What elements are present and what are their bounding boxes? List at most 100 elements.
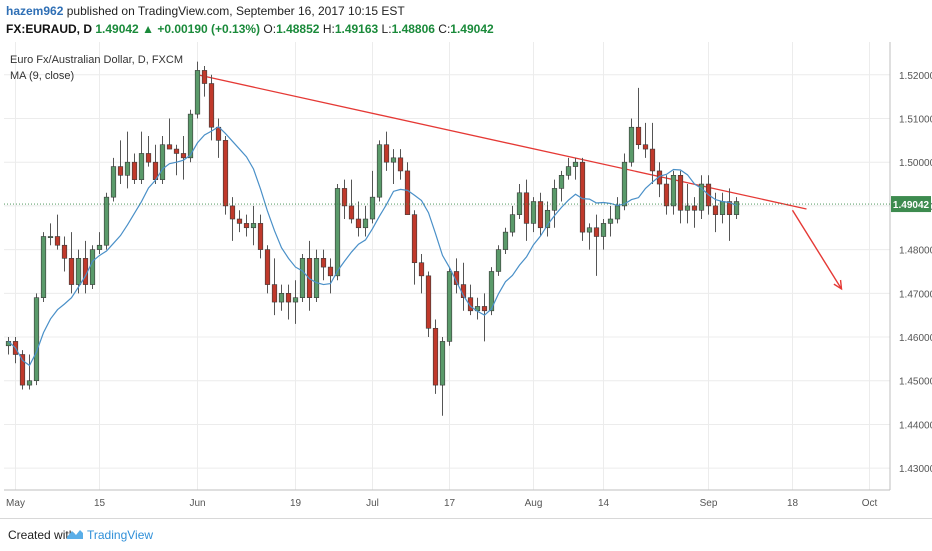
- y-tick-label: 1.48000: [899, 246, 932, 257]
- candle-up: [719, 201, 726, 215]
- candle-down: [649, 148, 656, 172]
- candle-down: [726, 201, 733, 215]
- candle-up: [124, 161, 131, 176]
- ohlc-line: FX:EURAUD, D 1.49042 ▲ +0.00190 (+0.13%)…: [6, 22, 494, 36]
- moving-average-line: [8, 125, 737, 367]
- candle-down: [201, 70, 208, 84]
- x-tick-label: 17: [444, 498, 456, 509]
- x-tick-label: Oct: [862, 498, 878, 509]
- high-label: H:: [322, 22, 335, 36]
- candle-down: [236, 218, 243, 224]
- candle-up: [313, 258, 320, 298]
- candle-down: [264, 249, 271, 285]
- candle-up: [47, 236, 54, 238]
- candle-up: [334, 188, 341, 277]
- candle-up: [33, 297, 40, 382]
- candle-down: [712, 205, 719, 215]
- chart-legend: Euro Fx/Australian Dollar, D, FXCM MA (9…: [10, 52, 183, 84]
- candle-down: [523, 192, 530, 224]
- y-tick-label: 1.44000: [899, 420, 932, 431]
- candle-up: [103, 196, 110, 246]
- price-change: +0.00190 (+0.13%): [157, 22, 261, 36]
- candles-layer: [5, 61, 740, 416]
- candle-down: [593, 227, 600, 237]
- candle-up: [698, 183, 705, 211]
- x-tick-label: 14: [598, 498, 610, 509]
- y-tick-label: 1.43000: [899, 464, 932, 475]
- created-with-text: Created with: [8, 528, 76, 542]
- candle-down: [68, 258, 75, 285]
- candle-up: [110, 166, 117, 198]
- candle-up: [558, 175, 565, 189]
- open-label: O:: [263, 22, 277, 36]
- candle-up: [299, 258, 306, 298]
- legend-ma[interactable]: MA (9, close): [10, 70, 75, 82]
- candle-down: [215, 126, 222, 141]
- low-value: 1.48806: [391, 22, 435, 36]
- candle-up: [439, 341, 446, 386]
- moving-average-layer: [8, 125, 737, 367]
- tradingview-logo-icon: [67, 530, 83, 539]
- candle-down: [404, 170, 411, 215]
- candle-up: [495, 249, 502, 272]
- candle-up: [572, 161, 579, 167]
- candle-up: [89, 249, 96, 285]
- trendline: [197, 74, 807, 210]
- y-tick-label: 1.52000: [899, 71, 932, 82]
- x-tick-label: May: [6, 498, 25, 509]
- x-tick-label: Jun: [189, 498, 205, 509]
- candle-down: [635, 126, 642, 146]
- candle-up: [586, 227, 593, 233]
- axes-layer: 1.43000 1.44000 1.45000 1.46000 1.47000 1.480…: [4, 42, 932, 509]
- candle-up: [187, 113, 194, 159]
- up-triangle-icon: ▲: [142, 22, 154, 36]
- author-link[interactable]: hazem962: [6, 4, 64, 18]
- candle-down: [222, 140, 229, 207]
- x-tick-label: Jul: [366, 498, 379, 509]
- candle-up: [565, 166, 572, 176]
- symbol-label: FX:EURAUD, D: [6, 22, 92, 36]
- candle-down: [663, 183, 670, 207]
- last-price-tag-label: 1.49042: [893, 200, 930, 211]
- tradingview-brand[interactable]: TradingView: [87, 528, 154, 542]
- candle-down: [54, 236, 61, 246]
- candle-down: [327, 266, 334, 277]
- candle-up: [194, 70, 201, 115]
- candle-up: [138, 153, 145, 180]
- candle-up: [75, 258, 82, 285]
- y-tick-label: 1.51000: [899, 114, 932, 125]
- candle-up: [530, 201, 537, 224]
- candle-down: [341, 188, 348, 207]
- candle-down: [180, 153, 187, 159]
- candle-up: [621, 161, 628, 207]
- last-price-tag: [891, 196, 931, 213]
- candle-down: [411, 214, 418, 264]
- x-tick-label: 15: [94, 498, 106, 509]
- candle-down: [173, 148, 180, 154]
- candle-up: [369, 196, 376, 220]
- candle-down: [642, 144, 649, 150]
- y-tick-label: 1.46000: [899, 333, 932, 344]
- y-tick-label: 1.50000: [899, 158, 932, 169]
- candle-up: [488, 271, 495, 312]
- trendline-layer: [197, 74, 843, 291]
- candle-down: [243, 223, 250, 229]
- candle-up: [26, 380, 33, 386]
- candle-down: [425, 275, 432, 329]
- price-chart[interactable]: 1.43000 1.44000 1.45000 1.46000 1.47000 1.480…: [0, 40, 932, 518]
- candle-up: [446, 271, 453, 342]
- last-price: 1.49042: [95, 22, 139, 36]
- y-tick-label: 1.45000: [899, 377, 932, 388]
- candle-down: [418, 262, 425, 277]
- candle-up: [96, 244, 103, 250]
- candle-up: [362, 218, 369, 229]
- candle-down: [145, 153, 152, 163]
- y-tick-label: 1.47000: [899, 289, 932, 300]
- candle-down: [271, 284, 278, 303]
- forecast-arrow: [791, 209, 843, 290]
- candle-down: [117, 166, 124, 176]
- candle-down: [19, 354, 26, 386]
- candle-down: [383, 144, 390, 163]
- candle-down: [285, 293, 292, 303]
- candle-down: [481, 306, 488, 312]
